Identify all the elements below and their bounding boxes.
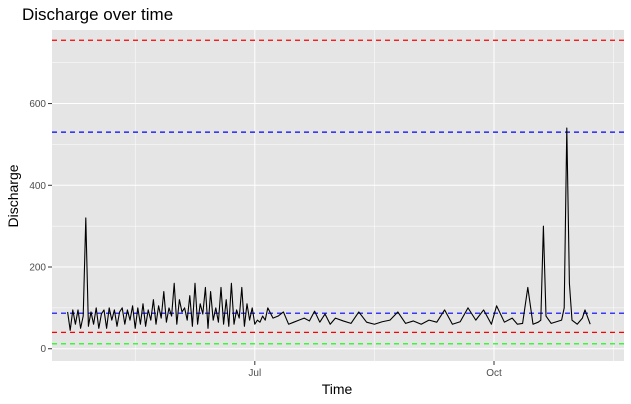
y-tick-label: 600 (29, 99, 46, 110)
plot-panel (52, 30, 624, 361)
x-axis: Jul Oct (248, 361, 502, 379)
gridlines (52, 30, 624, 361)
x-axis-title: Time (322, 381, 353, 397)
data-series (67, 127, 591, 331)
chart-title: Discharge over time (22, 5, 173, 24)
discharge-series-line (67, 127, 591, 331)
y-axis-title: Discharge (5, 164, 21, 227)
y-tick-label: 200 (29, 263, 46, 274)
x-tick-label: Oct (486, 368, 502, 379)
y-axis: 0 200 400 600 (29, 99, 52, 355)
y-tick-label: 400 (29, 181, 46, 192)
y-tick-label: 0 (40, 344, 46, 355)
x-tick-label: Jul (248, 368, 261, 379)
